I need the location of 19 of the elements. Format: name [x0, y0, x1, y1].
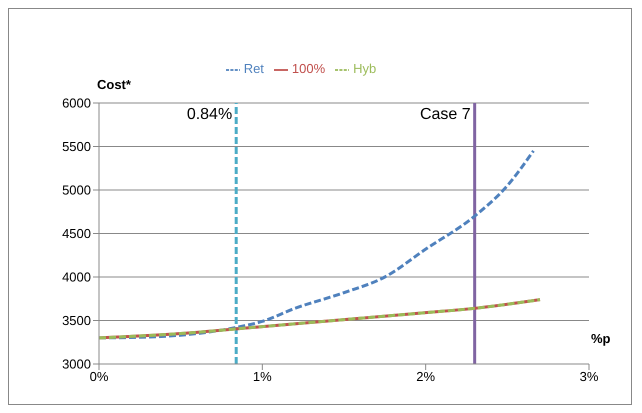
x-axis-title: %p	[591, 331, 610, 346]
x-tick-label: 2%	[416, 369, 436, 384]
y-axis-title: Cost*	[97, 77, 131, 92]
y-tick-label: 5000	[62, 182, 91, 198]
y-tick-label: 3500	[62, 313, 91, 328]
legend-label: Hyb	[353, 61, 376, 76]
y-tick-label: 5500	[62, 139, 91, 154]
legend-label: 100%	[292, 61, 326, 76]
line-series	[99, 298, 542, 340]
x-tick-label: 1%	[252, 369, 272, 384]
ref-line-label: Case 7	[420, 106, 471, 123]
y-tick-label: 4500	[62, 226, 91, 242]
y-tick-label: 6000	[62, 96, 91, 111]
ref-line-label: 0.84%	[186, 106, 232, 123]
legend-label: Ret	[244, 61, 264, 76]
x-tick-label: 0%	[90, 369, 109, 384]
x-tick-label: 3%	[580, 369, 599, 384]
y-tick-label: 3000	[62, 356, 91, 372]
y-tick-label: 4000	[62, 270, 91, 285]
